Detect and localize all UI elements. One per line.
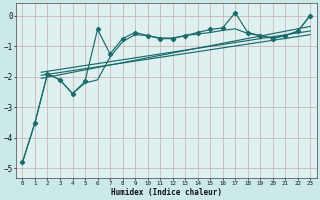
- X-axis label: Humidex (Indice chaleur): Humidex (Indice chaleur): [111, 188, 222, 197]
